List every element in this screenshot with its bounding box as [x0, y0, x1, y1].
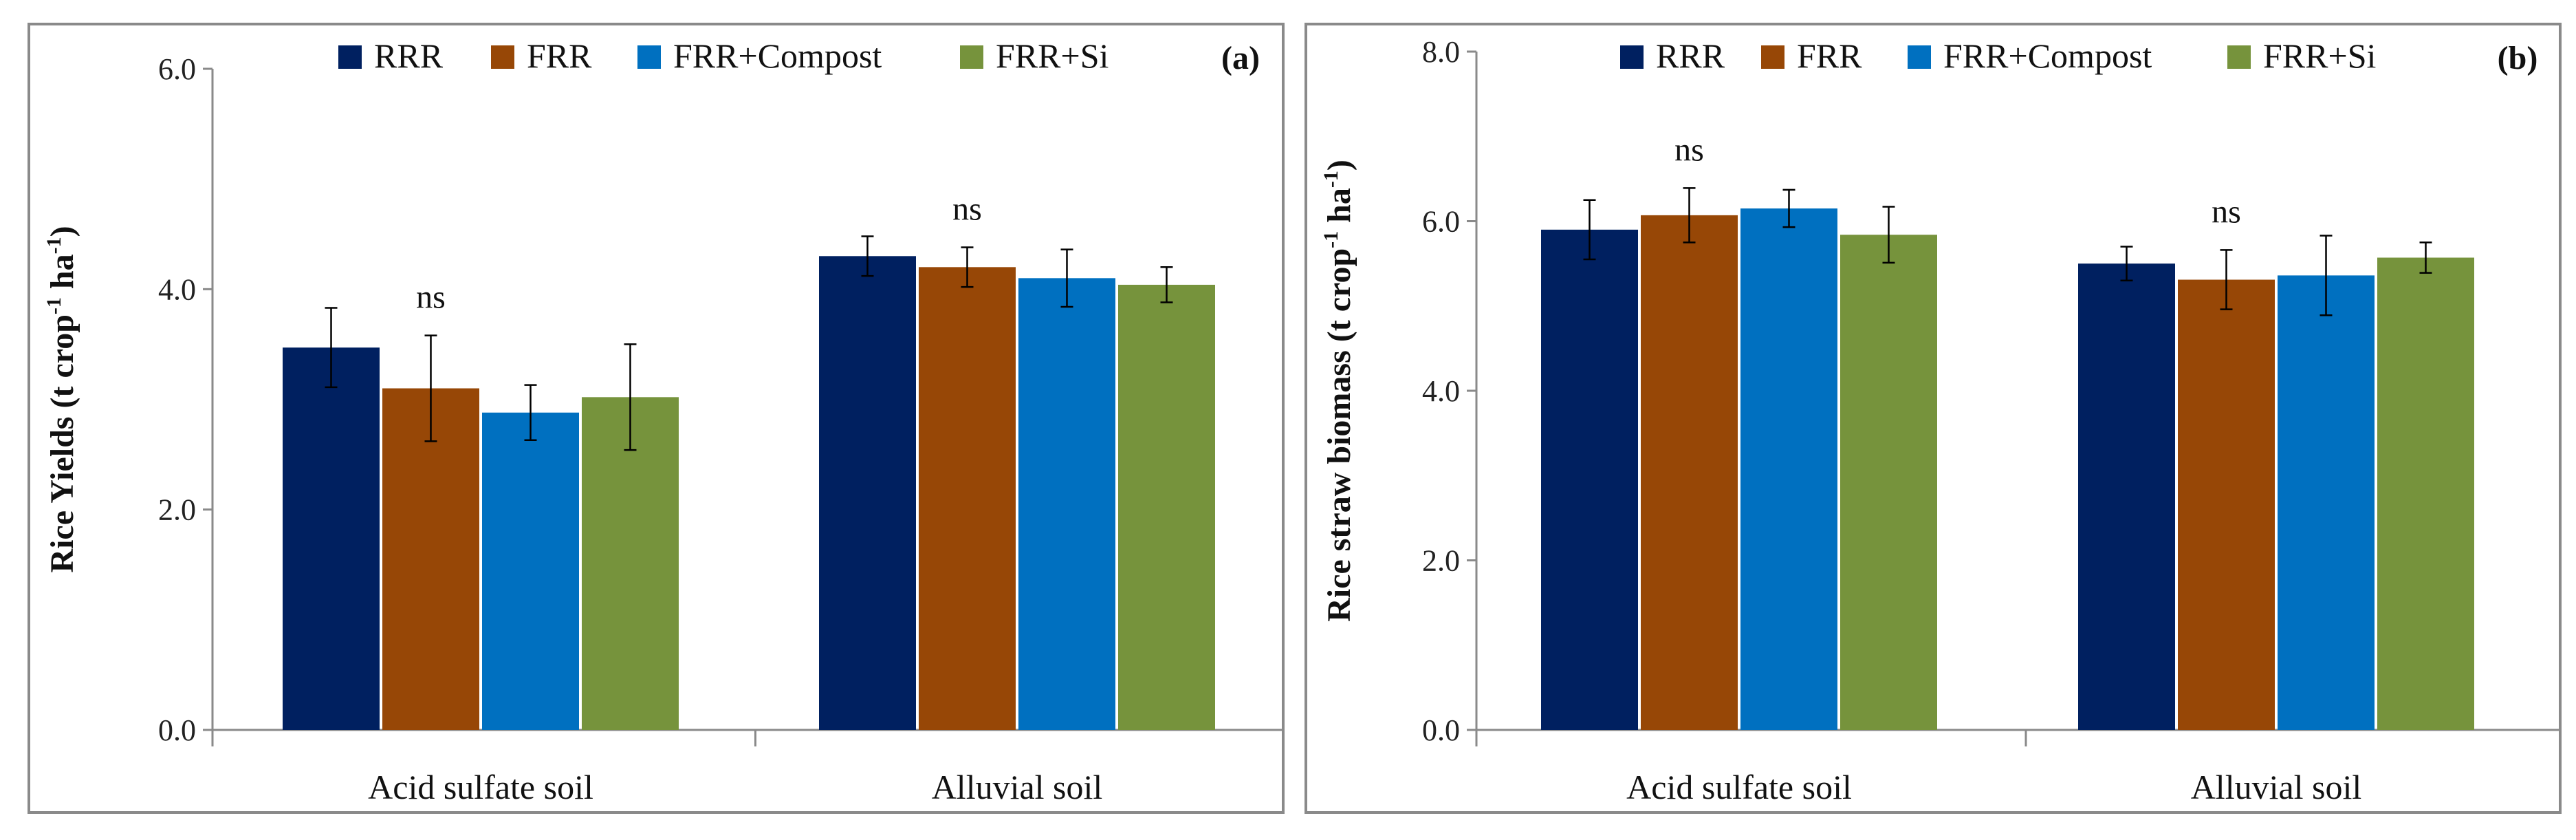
y-axis-title-superscript: -1	[1320, 171, 1342, 188]
chart-panel-b: 0.0 2.0 4.0 6.0 8.0 ns Acid sulfate soil ns Allu…	[1305, 23, 2562, 814]
legend-label: RRR	[374, 36, 444, 75]
y-tick-label: 6.0	[158, 52, 196, 86]
legend-label: FRR+Si	[2263, 36, 2376, 75]
y-axis-title-part: Rice Yields (t crop	[44, 314, 80, 572]
bar-frr-compost-acid-sulfate	[1740, 208, 1837, 730]
y-tick-label: 2.0	[1422, 544, 1460, 578]
legend-label: FRR	[1797, 36, 1862, 75]
y-tick-label: 8.0	[1422, 35, 1460, 69]
y-axis-title-superscript: -1	[43, 237, 65, 254]
y-axis-title-part: )	[44, 226, 80, 237]
bar-frr-si-alluvial	[1118, 284, 1215, 731]
bar-frr-si-alluvial	[2377, 257, 2474, 730]
y-tick-label: 0.0	[158, 713, 196, 747]
bar-frr-acid-sulfate	[1641, 215, 1738, 730]
legend-swatch	[338, 45, 362, 69]
legend-swatch	[1761, 45, 1784, 69]
legend-swatch	[637, 45, 661, 69]
bar-frr-si-acid-sulfate	[582, 397, 679, 730]
legend-label: FRR+Compost	[673, 36, 882, 75]
bar-frr-alluvial	[919, 267, 1016, 730]
y-tick-label: 6.0	[1422, 205, 1460, 239]
bar-rrr-acid-sulfate	[1541, 229, 1638, 730]
significance-annotation: ns	[1674, 131, 1704, 168]
significance-annotation: ns	[952, 191, 982, 227]
legend-swatch	[2227, 45, 2251, 69]
category-label: Acid sulfate soil	[1626, 768, 1852, 806]
significance-annotation: ns	[2212, 193, 2241, 230]
category-label: Alluvial soil	[2191, 768, 2362, 806]
category-label: Alluvial soil	[932, 768, 1103, 806]
y-axis-title-part: )	[1321, 160, 1357, 171]
significance-annotation: ns	[416, 279, 446, 316]
bar-frr-compost-acid-sulfate	[482, 412, 579, 730]
legend-label: RRR	[1656, 36, 1725, 75]
y-axis-title: Rice Yields (t crop-1 ha-1)	[43, 226, 80, 572]
chart-panel-a: 0.0 2.0 4.0 6.0 ns Acid sulfate soil ns Alluvia…	[28, 23, 1285, 814]
legend-label: FRR	[527, 36, 592, 75]
bar-rrr-alluvial	[2078, 263, 2175, 730]
legend-swatch	[960, 45, 983, 69]
bar-frr-compost-alluvial	[2278, 275, 2375, 730]
bar-frr-alluvial	[2178, 279, 2275, 731]
y-tick-label: 4.0	[158, 272, 196, 306]
panel-tag: (b)	[2498, 40, 2538, 76]
legend-swatch	[1620, 45, 1644, 69]
bar-rrr-acid-sulfate	[283, 347, 380, 730]
category-label: Acid sulfate soil	[368, 768, 593, 806]
chart-a-svg: 0.0 2.0 4.0 6.0 ns Acid sulfate soil ns Alluvia…	[43, 36, 1282, 806]
panel-tag: (a)	[1221, 40, 1260, 76]
y-axis-title-part: ha	[44, 254, 80, 297]
y-axis-title-part: Rice straw biomass (t crop	[1321, 248, 1357, 622]
bar-frr-compost-alluvial	[1018, 278, 1115, 731]
bar-frr-acid-sulfate	[382, 388, 479, 730]
y-axis-title-superscript: -1	[1320, 231, 1342, 248]
chart-b-svg: 0.0 2.0 4.0 6.0 8.0 ns Acid sulfate soil ns Allu…	[1320, 35, 2559, 806]
legend-label: FRR+Compost	[1943, 36, 2152, 75]
y-axis-title-superscript: -1	[43, 297, 65, 314]
y-axis-title-part: ha	[1321, 188, 1357, 231]
y-tick-label: 2.0	[158, 493, 196, 527]
legend-swatch	[1908, 45, 1931, 69]
y-tick-label: 4.0	[1422, 374, 1460, 408]
bar-frr-si-acid-sulfate	[1840, 235, 1937, 731]
legend-label: FRR+Si	[996, 36, 1109, 75]
y-tick-label: 0.0	[1422, 713, 1460, 747]
legend-swatch	[491, 45, 514, 69]
bar-rrr-alluvial	[819, 256, 916, 730]
y-axis-title: Rice straw biomass (t crop-1 ha-1)	[1320, 160, 1357, 622]
